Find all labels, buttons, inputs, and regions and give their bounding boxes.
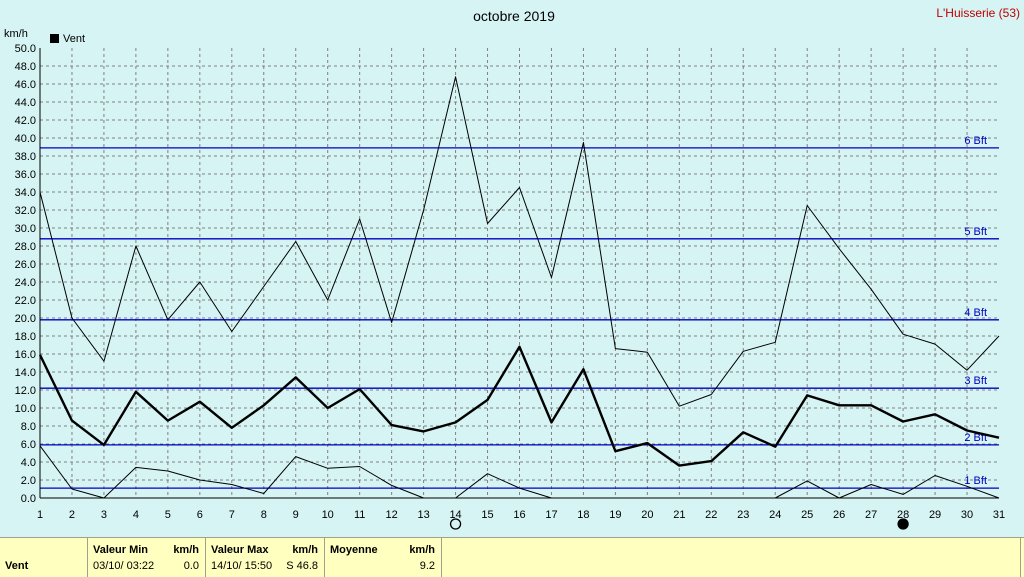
- y-tick-label: 38.0: [15, 151, 36, 163]
- x-tick-label: 31: [993, 509, 1005, 521]
- series-min-line: [39, 445, 552, 499]
- max-header: Valeur Max: [211, 544, 269, 556]
- y-tick-label: 40.0: [15, 133, 36, 145]
- y-tick-label: 10.0: [15, 403, 36, 415]
- station-name: L'Huisserie (53): [936, 6, 1020, 20]
- beaufort-label: 5 Bft: [964, 226, 987, 238]
- legend-label: Vent: [63, 33, 85, 45]
- x-tick-label: 18: [577, 509, 589, 521]
- y-tick-label: 32.0: [15, 205, 36, 217]
- avg-value: 9.2: [419, 560, 435, 572]
- y-tick-label: 6.0: [21, 439, 36, 451]
- min-cell: Valeur Min km/h 03/10/ 03:22 0.0: [88, 538, 206, 577]
- avg-cell: Moyenne km/h 9.2: [325, 538, 442, 577]
- x-tick-label: 14: [449, 509, 461, 521]
- x-tick-label: 24: [769, 509, 781, 521]
- y-tick-label: 4.0: [21, 457, 36, 469]
- y-tick-label: 46.0: [15, 79, 36, 91]
- beaufort-label: 6 Bft: [964, 135, 987, 147]
- min-date: 03/10/ 03:22: [93, 560, 155, 572]
- min-unit: km/h: [173, 544, 199, 556]
- y-tick-label: 24.0: [15, 277, 36, 289]
- y-tick-label: 12.0: [15, 385, 36, 397]
- x-tick-label: 7: [229, 509, 235, 521]
- x-tick-label: 28: [897, 509, 909, 521]
- x-tick-label: 19: [609, 509, 621, 521]
- y-tick-label: 16.0: [15, 349, 36, 361]
- avg-header: Moyenne: [330, 544, 378, 556]
- beaufort-label: 3 Bft: [964, 375, 987, 387]
- series-mean-line: [38, 345, 1000, 467]
- max-value: S 46.8: [286, 560, 318, 572]
- x-tick-label: 15: [481, 509, 493, 521]
- max-unit: km/h: [292, 544, 318, 556]
- x-tick-label: 22: [705, 509, 717, 521]
- footer-row-label-cell: Vent: [0, 538, 88, 577]
- wind-chart: octobre 2019 L'Huisserie (53) km/h Vent …: [4, 6, 1020, 530]
- min-header: Valeur Min: [93, 544, 149, 556]
- series-min-line: [774, 475, 1000, 499]
- x-tick-label: 16: [513, 509, 525, 521]
- beaufort-label: 1 Bft: [964, 475, 987, 487]
- y-tick-label: 48.0: [15, 61, 36, 73]
- max-date: 14/10/ 15:50: [211, 560, 273, 572]
- x-tick-label: 1: [37, 509, 43, 521]
- y-tick-label: 18.0: [15, 331, 36, 343]
- min-value: 0.0: [183, 560, 199, 572]
- x-tick-label: 12: [386, 509, 398, 521]
- chart-title: octobre 2019: [473, 8, 555, 24]
- x-tick-label: 4: [133, 509, 139, 521]
- y-tick-label: 44.0: [15, 97, 36, 109]
- y-tick-label: 30.0: [15, 223, 36, 235]
- max-cell: Valeur Max km/h 14/10/ 15:50 S 46.8: [206, 538, 325, 577]
- x-tick-label: 6: [197, 509, 203, 521]
- stats-footer: Vent Valeur Min km/h 03/10/ 03:22 0.0 Va…: [0, 537, 1024, 577]
- y-tick-label: 34.0: [15, 187, 36, 199]
- y-tick-label: 26.0: [15, 259, 36, 271]
- moon-new-icon: [897, 518, 909, 530]
- y-tick-label: 28.0: [15, 241, 36, 253]
- x-tick-label: 26: [833, 509, 845, 521]
- y-tick-label: 42.0: [15, 115, 36, 127]
- series-max-line: [39, 76, 1000, 407]
- footer-row-label: Vent: [5, 560, 29, 572]
- x-tick-label: 8: [261, 509, 267, 521]
- y-axis-unit: km/h: [4, 28, 28, 40]
- footer-edge: [1020, 538, 1024, 577]
- x-tick-label: 17: [545, 509, 557, 521]
- x-tick-label: 30: [961, 509, 973, 521]
- x-tick-label: 13: [417, 509, 429, 521]
- x-tick-label: 3: [101, 509, 107, 521]
- x-tick-label: 5: [165, 509, 171, 521]
- y-tick-label: 22.0: [15, 295, 36, 307]
- x-tick-label: 25: [801, 509, 813, 521]
- moon-full-icon: [449, 518, 462, 530]
- y-tick-label: 20.0: [15, 313, 36, 325]
- y-tick-label: 14.0: [15, 367, 36, 379]
- x-tick-label: 23: [737, 509, 749, 521]
- y-tick-label: 2.0: [21, 475, 36, 487]
- avg-unit: km/h: [409, 544, 435, 556]
- x-tick-label: 11: [354, 509, 365, 521]
- x-tick-label: 10: [322, 509, 334, 521]
- x-tick-label: 9: [293, 509, 299, 521]
- x-tick-label: 21: [673, 509, 685, 521]
- x-tick-label: 20: [641, 509, 653, 521]
- x-tick-label: 2: [69, 509, 75, 521]
- y-tick-label: 8.0: [21, 421, 36, 433]
- y-tick-label: 0.0: [21, 493, 36, 505]
- y-tick-label: 50.0: [15, 43, 36, 55]
- y-tick-label: 36.0: [15, 169, 36, 181]
- legend-swatch: [50, 34, 59, 43]
- x-tick-label: 27: [865, 509, 877, 521]
- beaufort-label: 4 Bft: [964, 307, 987, 319]
- x-tick-label: 29: [929, 509, 941, 521]
